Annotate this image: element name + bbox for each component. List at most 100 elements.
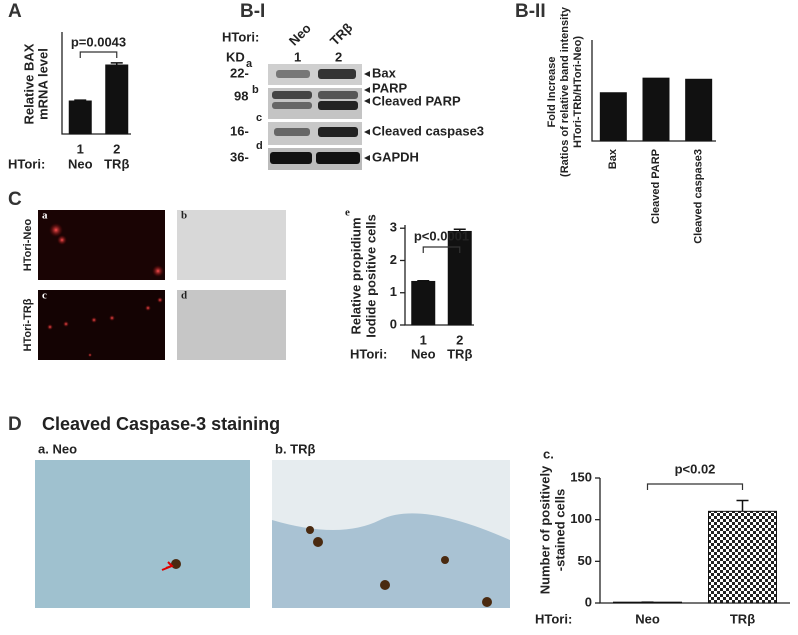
kd-marker: 16- xyxy=(230,123,249,138)
image-letter: c xyxy=(42,290,47,302)
x-tick-label: TRβ xyxy=(104,156,129,171)
ihc-images: Cleaved Caspase-3 staining a. Neo b. TRβ xyxy=(35,414,510,608)
x-tick-label: TRβ xyxy=(730,611,755,626)
lane-number: 1 xyxy=(294,49,301,64)
blot-band xyxy=(274,128,310,136)
panel-label: C xyxy=(8,189,22,210)
image-caption: b. TRβ xyxy=(275,441,315,456)
cell-spot xyxy=(145,305,151,311)
kd-marker: 36- xyxy=(230,149,249,164)
band-arrow xyxy=(364,71,370,161)
y-axis-label: Fold Increase xyxy=(546,57,558,128)
x-tick-label: TRβ xyxy=(447,346,472,361)
lane-number: 2 xyxy=(456,332,463,347)
y-axis-label: Relative propidium xyxy=(348,217,363,334)
blot-band xyxy=(270,152,312,164)
image-letter: b xyxy=(181,210,187,222)
y-tick-label: 100 xyxy=(570,511,592,526)
row-label: HTori: xyxy=(350,346,387,361)
x-tick-label: Neo xyxy=(68,156,93,171)
significance-bracket xyxy=(646,483,744,490)
stained-cell xyxy=(441,556,449,564)
y-tick-label: 0 xyxy=(585,594,592,609)
x-tick-label: Cleaved caspase3 xyxy=(693,149,705,244)
footnote-letter: a xyxy=(246,58,253,70)
kd-marker: 22- xyxy=(230,65,249,80)
kd-marker: 98 xyxy=(234,88,248,103)
y-axis-label: Relative BAX xyxy=(21,43,36,124)
cell-spot xyxy=(57,235,67,245)
western-blot: HTori: Neo TRβ KD 1 2 a b c d 22- 98 16-… xyxy=(222,20,484,170)
y-axis-label: -stained cells xyxy=(552,489,567,571)
error-bar xyxy=(74,99,87,101)
y-tick-label: 0 xyxy=(390,316,397,331)
lane-label: TRβ xyxy=(327,20,356,49)
y-axis-label: Number of positively xyxy=(537,465,552,594)
y-tick-label: 2 xyxy=(390,252,397,267)
x-tick-label: Cleaved PARP xyxy=(650,149,662,224)
image-letter: d xyxy=(181,290,187,302)
footnote-letter: d xyxy=(256,140,263,152)
pi-micrographs: HTori-Neo HTori-TRβ a b c d xyxy=(22,210,286,360)
cell-spot xyxy=(91,317,97,323)
panel-label: B-II xyxy=(515,1,546,22)
bar xyxy=(105,64,129,135)
row-label: HTori: xyxy=(535,611,572,626)
lane-label: Neo xyxy=(286,21,314,49)
lane-number: 2 xyxy=(335,49,342,64)
error-bar xyxy=(736,499,749,512)
brightfield-image xyxy=(177,290,286,360)
cell-spot xyxy=(49,223,63,237)
panel-label: D xyxy=(8,414,22,435)
blot-band xyxy=(318,127,358,137)
ihc-image xyxy=(35,460,250,608)
bar xyxy=(68,100,92,135)
lane-number: 1 xyxy=(77,141,84,156)
image-letter: a xyxy=(42,210,48,222)
bar xyxy=(685,78,713,142)
lane-number: 2 xyxy=(113,141,120,156)
blot-band xyxy=(272,91,312,99)
image-caption: a. Neo xyxy=(38,441,77,456)
blot-band xyxy=(318,101,358,110)
error-bar xyxy=(110,62,123,65)
cell-spot xyxy=(109,315,115,321)
significance-bracket xyxy=(79,51,118,58)
lane-number: 1 xyxy=(420,332,427,347)
band-label: Cleaved caspase3 xyxy=(372,123,484,138)
footnote-letter: b xyxy=(252,84,259,96)
y-tick-label: 50 xyxy=(578,553,592,568)
panel-label: A xyxy=(8,1,22,22)
cell-spot xyxy=(152,265,164,277)
y-axis-label: (Ratios of relative band intensity xyxy=(559,6,571,177)
error-bar xyxy=(417,280,430,282)
stained-cell xyxy=(482,597,492,607)
row-label: HTori-TRβ xyxy=(22,298,34,351)
x-tick-label: Bax xyxy=(607,148,619,169)
stained-cell xyxy=(171,559,181,569)
significance-bracket xyxy=(422,246,461,253)
x-tick-label: Neo xyxy=(411,346,436,361)
y-axis-label: Iodide positive cells xyxy=(363,214,378,338)
stained-cell xyxy=(380,580,390,590)
axis xyxy=(591,40,716,142)
fluorescence-image xyxy=(38,210,165,280)
band-label: Cleaved PARP xyxy=(372,93,461,108)
panel-label: B-I xyxy=(240,1,265,22)
bar xyxy=(642,77,670,142)
y-tick-label: 150 xyxy=(570,469,592,484)
blot-band xyxy=(318,69,356,79)
blot-band xyxy=(272,102,312,109)
chart-title: e xyxy=(345,207,350,219)
stained-cell xyxy=(306,526,314,534)
bar xyxy=(599,92,627,142)
cell-spot xyxy=(88,353,92,357)
chart-title: c. xyxy=(543,446,554,461)
bar xyxy=(708,510,777,604)
blot-band xyxy=(316,152,360,164)
arrow xyxy=(161,561,174,571)
p-value: p<0.02 xyxy=(675,461,716,476)
error-bar xyxy=(453,228,466,232)
tissue xyxy=(272,513,510,608)
y-axis-label: HTori-TRb/HTori-Neo) xyxy=(572,36,584,148)
